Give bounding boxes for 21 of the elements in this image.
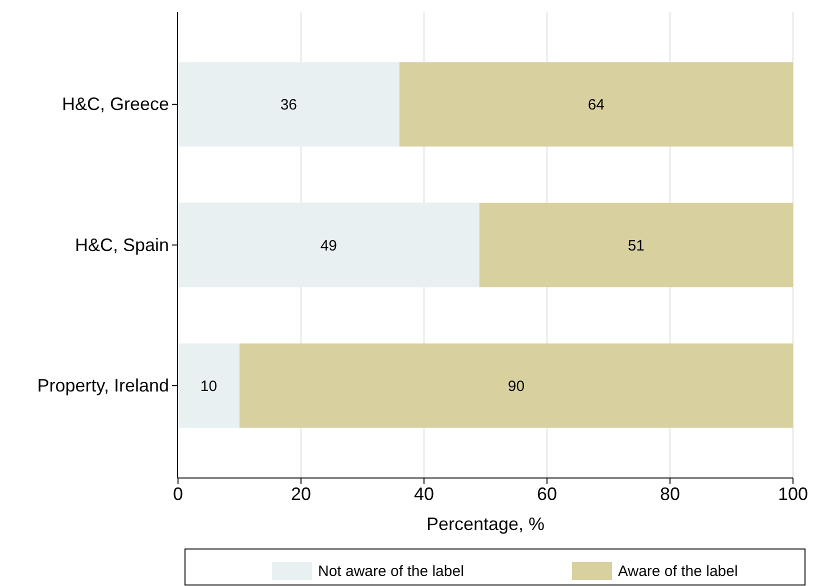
- y-tick-label: H&C, Greece: [62, 94, 169, 114]
- x-tick-label: 80: [660, 484, 680, 504]
- y-tick-label: H&C, Spain: [74, 234, 169, 255]
- legend-label: Aware of the label: [618, 562, 738, 580]
- x-tick-label: 20: [290, 484, 312, 504]
- y-tick-label: Property, Ireland: [37, 375, 169, 396]
- bar: [479, 202, 793, 288]
- x-tick-label: 0: [172, 484, 184, 504]
- bar: [240, 343, 793, 428]
- x-tick-label: 60: [536, 484, 558, 504]
- x-tick-label: 100: [778, 484, 808, 504]
- data-label: 90: [508, 378, 525, 395]
- data-label: 36: [280, 96, 298, 114]
- data-label: 51: [628, 237, 645, 254]
- data-label: 49: [320, 237, 338, 254]
- data-label: 10: [200, 378, 218, 395]
- data-label: 64: [588, 96, 605, 114]
- bar: [399, 62, 793, 147]
- x-tick-label: 40: [414, 484, 434, 504]
- x-axis-title: Percentage, %: [426, 514, 545, 534]
- legend-label: Not aware of the label: [318, 562, 464, 580]
